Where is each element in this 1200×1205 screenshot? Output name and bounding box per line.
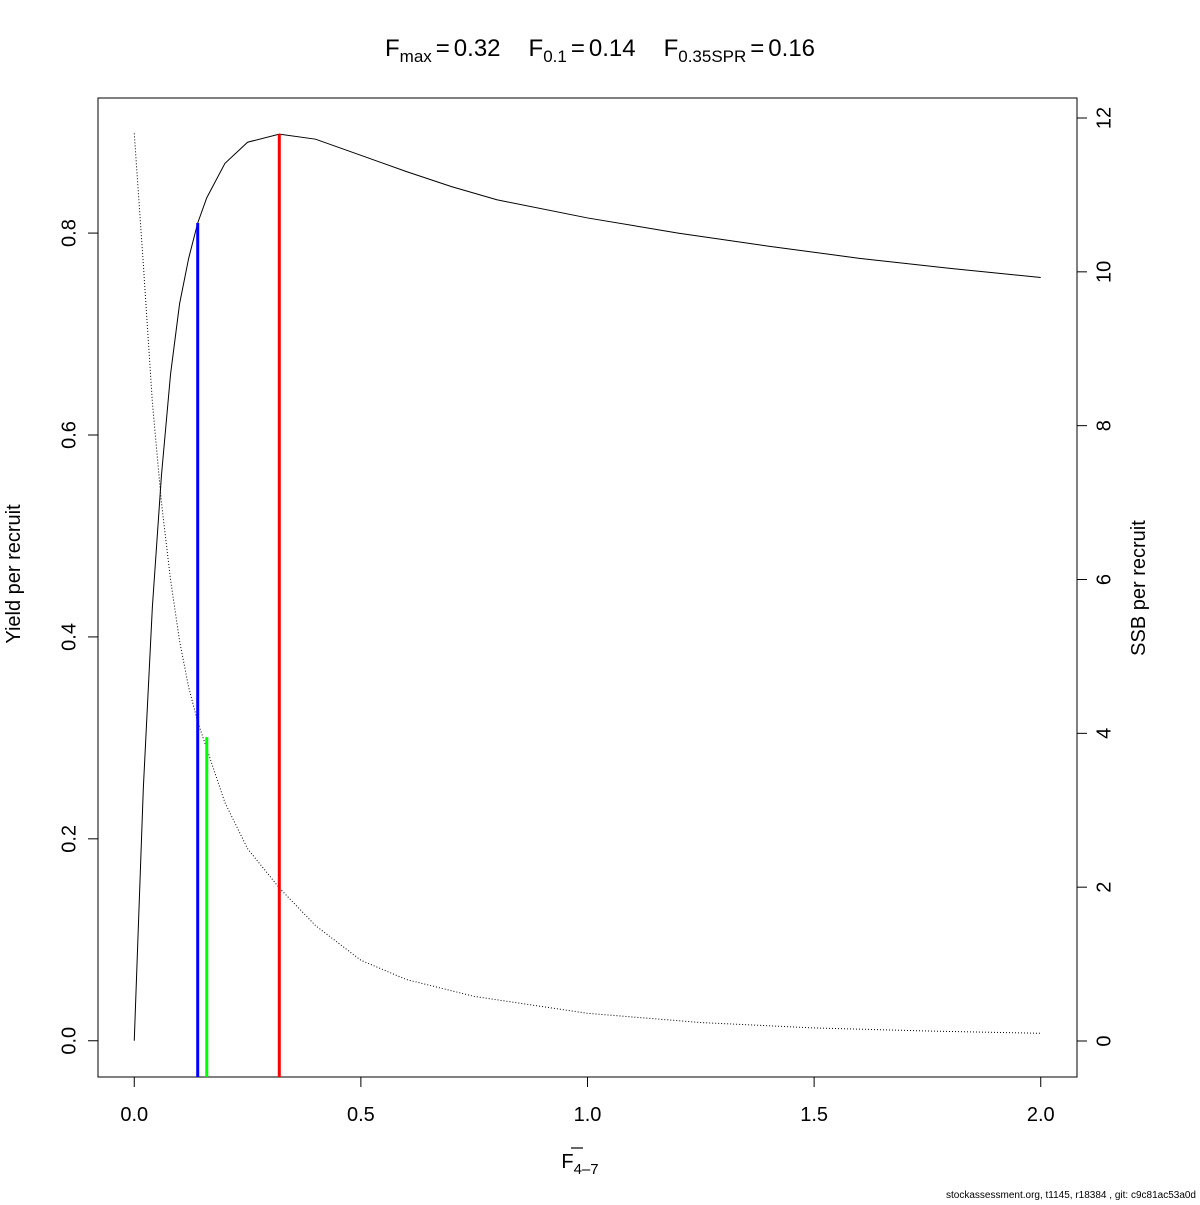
title-equals: = bbox=[750, 35, 764, 62]
y2-tick-label: 6 bbox=[1093, 574, 1115, 585]
y-tick-label: 0.4 bbox=[58, 623, 80, 651]
title-symbol: F bbox=[385, 35, 400, 62]
y-tick-label: 0.2 bbox=[58, 825, 80, 853]
y2-tick-label: 8 bbox=[1093, 420, 1115, 431]
x-tick-label: 0.0 bbox=[120, 1104, 148, 1126]
x-label-sub: 4–7 bbox=[574, 1161, 599, 1178]
x-label-main: F bbox=[561, 1151, 573, 1173]
title-subscript: 0.1 bbox=[543, 47, 567, 66]
title-subscript: max bbox=[400, 47, 433, 66]
x-tick-label: 1.0 bbox=[574, 1104, 602, 1126]
x-axis-label: F4–7 bbox=[561, 1151, 598, 1178]
y2-tick-label: 12 bbox=[1093, 107, 1115, 129]
y-axis-label: Yield per recruit bbox=[3, 504, 25, 644]
series-line bbox=[133, 133, 1041, 1034]
title-value: 0.16 bbox=[768, 35, 815, 62]
y2-tick-label: 4 bbox=[1093, 728, 1115, 739]
title-symbol: F bbox=[664, 35, 679, 62]
title-equals: = bbox=[436, 35, 450, 62]
y-tick-label: 0.8 bbox=[58, 219, 80, 247]
series-line bbox=[133, 133, 1041, 1041]
x-tick-label: 2.0 bbox=[1027, 1104, 1055, 1126]
title-subscript: 0.35SPR bbox=[678, 47, 746, 66]
y2-tick-label: 10 bbox=[1093, 261, 1115, 283]
plot-frame bbox=[97, 97, 1078, 1078]
y2-tick-label: 0 bbox=[1093, 1035, 1115, 1046]
title-equals: = bbox=[571, 35, 585, 62]
x-tick-label: 1.5 bbox=[800, 1104, 828, 1126]
chart-title: Fmax = 0.32 F0.1 = 0.14 F0.35SPR = 0.16 bbox=[385, 35, 815, 66]
y-tick-label: 0.0 bbox=[58, 1027, 80, 1055]
y2-tick-label: 2 bbox=[1093, 882, 1115, 893]
x-tick-label: 0.5 bbox=[347, 1104, 375, 1126]
footer: stockassessment.org, t1145, r18384 , git… bbox=[946, 1190, 1196, 1200]
y2-axis-label: SSB per recruit bbox=[1128, 520, 1150, 656]
title-symbol: F bbox=[529, 35, 544, 62]
title-value: 0.32 bbox=[454, 35, 501, 62]
y-tick-label: 0.6 bbox=[58, 421, 80, 449]
title-value: 0.14 bbox=[589, 35, 636, 62]
